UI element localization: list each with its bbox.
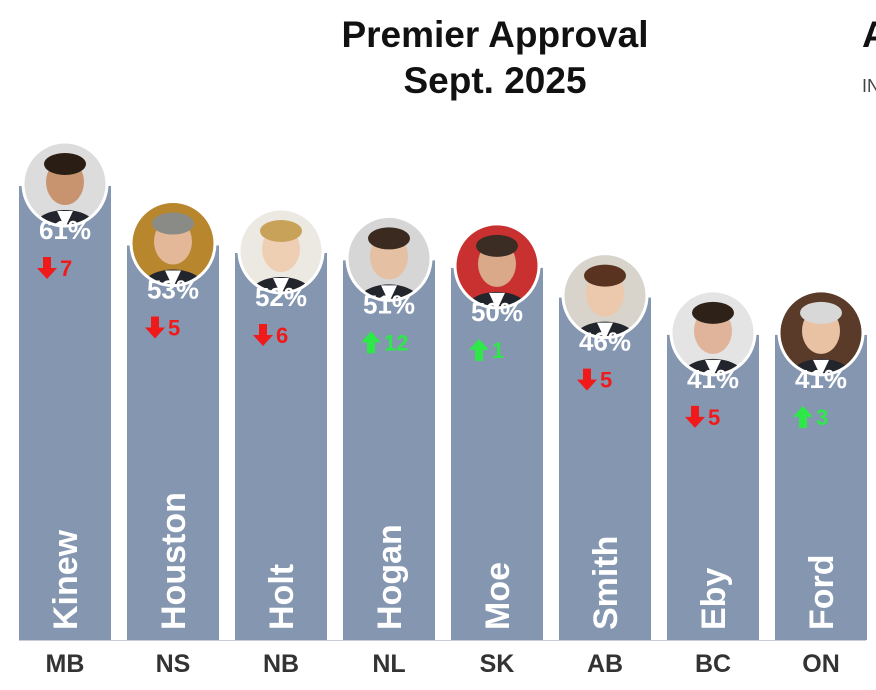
value-label: 53% [147, 275, 199, 305]
title-line-2: Sept. 2025 [403, 60, 587, 101]
category-label: ON [802, 650, 840, 678]
category-label: NL [372, 650, 405, 678]
premier-name: Holt [263, 564, 301, 630]
premier-name: Kinew [47, 529, 85, 630]
change-value: 5 [708, 405, 720, 430]
title-line-1: Premier Approval [341, 14, 649, 55]
bar-on [775, 334, 867, 640]
bar-ab [559, 297, 651, 640]
portrait-moe-icon [453, 222, 541, 310]
change-value: 3 [816, 405, 828, 430]
bar-bc [667, 334, 759, 640]
category-label: SK [480, 650, 515, 678]
change-value: 1 [492, 338, 504, 363]
change-value: 7 [60, 256, 72, 281]
change-arrow-down-icon [577, 368, 597, 391]
value-label: 41% [795, 364, 847, 394]
change-value: 12 [384, 330, 408, 355]
value-label: 46% [579, 327, 631, 357]
change-arrow-down-icon [685, 405, 705, 428]
premier-name: Smith [587, 536, 625, 630]
bar-nb [235, 253, 327, 640]
premier-name: Eby [695, 568, 733, 630]
chart-title: Premier Approval Sept. 2025 [250, 12, 740, 104]
value-label: 51% [363, 289, 415, 319]
premier-name: Houston [155, 492, 193, 630]
clipped-subtitle: IN [862, 76, 876, 96]
category-label: BC [695, 650, 731, 678]
value-label: 50% [471, 297, 523, 327]
category-label: AB [587, 650, 623, 678]
portrait-eby-icon [669, 289, 757, 377]
bar-mb [19, 186, 111, 640]
change-arrow-down-icon [37, 257, 57, 279]
portrait-kinew-icon [21, 140, 109, 228]
value-label: 41% [687, 364, 739, 394]
value-label: 61% [39, 215, 91, 245]
portrait-houston-icon [129, 200, 217, 288]
category-label: NB [263, 650, 299, 678]
portrait-ford-icon [777, 289, 865, 377]
category-label: NS [156, 650, 191, 678]
bar-ns [127, 245, 219, 640]
clipped-title-letter: A [862, 14, 876, 55]
change-arrow-down-icon [253, 323, 273, 346]
value-label: 52% [255, 282, 307, 312]
change-value: 5 [168, 316, 180, 341]
category-label: MB [46, 650, 85, 678]
change-arrow-up-icon [793, 405, 813, 428]
premier-name: Ford [803, 554, 841, 630]
change-value: 5 [600, 368, 612, 393]
premier-name: Hogan [371, 524, 409, 630]
bar-nl [343, 260, 435, 640]
bar-sk [451, 267, 543, 640]
change-arrow-up-icon [361, 331, 381, 354]
change-value: 6 [276, 323, 288, 348]
portrait-holt-icon [237, 207, 325, 295]
portrait-hogan-icon [345, 214, 433, 302]
portrait-smith-icon [561, 252, 649, 340]
change-arrow-up-icon [469, 338, 489, 361]
change-arrow-down-icon [145, 316, 165, 339]
premier-name: Moe [479, 562, 517, 630]
